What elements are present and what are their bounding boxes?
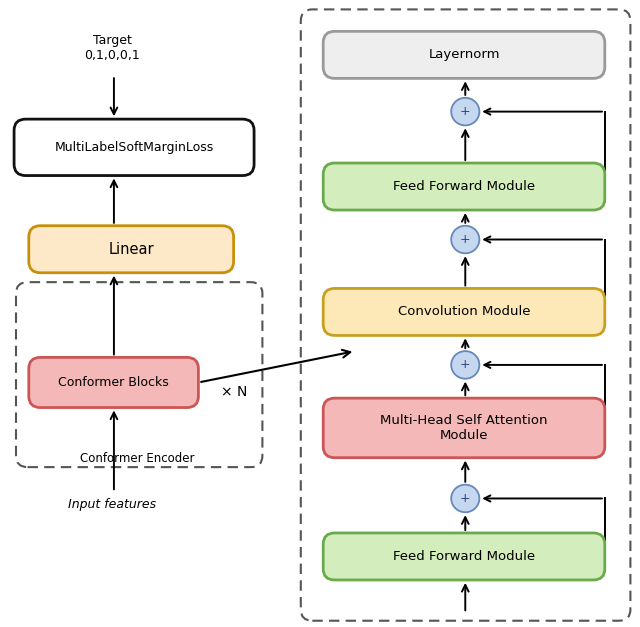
Text: Convolution Module: Convolution Module bbox=[397, 305, 531, 319]
Circle shape bbox=[451, 226, 479, 253]
Text: MultiLabelSoftMarginLoss: MultiLabelSoftMarginLoss bbox=[54, 141, 214, 154]
Text: Conformer Blocks: Conformer Blocks bbox=[58, 376, 169, 389]
Text: +: + bbox=[460, 233, 470, 246]
Text: Layernorm: Layernorm bbox=[428, 48, 500, 61]
Text: Feed Forward Module: Feed Forward Module bbox=[393, 180, 535, 193]
Text: Conformer Encoder: Conformer Encoder bbox=[81, 452, 195, 465]
Text: Target
0,1,0,0,1: Target 0,1,0,0,1 bbox=[84, 34, 140, 63]
Text: Input features: Input features bbox=[68, 498, 156, 511]
Text: Multi-Head Self Attention
Module: Multi-Head Self Attention Module bbox=[380, 414, 548, 442]
FancyBboxPatch shape bbox=[323, 288, 605, 335]
Text: +: + bbox=[460, 105, 470, 118]
Text: Linear: Linear bbox=[108, 242, 154, 256]
FancyBboxPatch shape bbox=[29, 226, 234, 273]
Text: +: + bbox=[460, 492, 470, 505]
FancyBboxPatch shape bbox=[29, 357, 198, 408]
FancyBboxPatch shape bbox=[323, 533, 605, 580]
FancyBboxPatch shape bbox=[323, 163, 605, 210]
Circle shape bbox=[451, 485, 479, 512]
FancyBboxPatch shape bbox=[323, 31, 605, 78]
Text: +: + bbox=[460, 359, 470, 371]
Circle shape bbox=[451, 98, 479, 125]
Text: × N: × N bbox=[221, 385, 247, 399]
Circle shape bbox=[451, 351, 479, 379]
FancyBboxPatch shape bbox=[14, 119, 254, 176]
FancyBboxPatch shape bbox=[323, 398, 605, 458]
Text: Feed Forward Module: Feed Forward Module bbox=[393, 550, 535, 563]
